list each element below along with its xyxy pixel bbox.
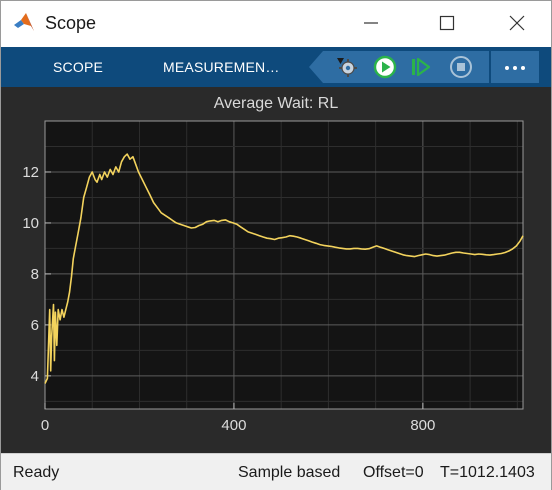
close-button[interactable] xyxy=(491,1,543,45)
maximize-icon xyxy=(439,15,455,31)
status-time: T=1012.1403 xyxy=(440,464,535,481)
stop-icon[interactable] xyxy=(449,55,473,79)
minimize-icon xyxy=(364,22,378,24)
toolstrip: SCOPE MEASUREMEN… xyxy=(1,47,551,87)
x-tick-label: 800 xyxy=(410,417,435,434)
more-options-icon xyxy=(505,66,509,70)
status-text: Ready xyxy=(13,464,60,481)
more-options-button[interactable] xyxy=(491,51,539,83)
x-tick-label: 0 xyxy=(41,417,49,434)
more-options-icon-dot-3 xyxy=(521,66,525,70)
status-sample-mode: Sample based xyxy=(238,464,341,481)
quick-access-toolbar xyxy=(309,51,489,83)
status-offset: Offset=0 xyxy=(363,464,424,481)
status-bar: Ready Sample based Offset=0 T=1012.1403 xyxy=(1,453,551,490)
y-tick-label: 4 xyxy=(31,368,39,385)
minimize-button[interactable] xyxy=(345,1,397,45)
matlab-logo-icon xyxy=(14,13,34,31)
tab-scope[interactable]: SCOPE xyxy=(53,59,104,75)
plot-title: Average Wait: RL xyxy=(213,95,339,112)
plot-frame xyxy=(44,120,524,410)
x-tick-label: 400 xyxy=(221,417,246,434)
plot-area xyxy=(45,121,523,409)
maximize-button[interactable] xyxy=(421,1,473,45)
title-bar[interactable]: Scope xyxy=(1,1,551,45)
y-tick-label: 12 xyxy=(22,164,39,181)
line-chart[interactable]: 0 400 800 4 6 8 10 12 xyxy=(1,87,551,453)
window-title: Scope xyxy=(45,13,97,33)
y-tick-label: 8 xyxy=(31,266,39,283)
y-tick-label: 10 xyxy=(22,215,39,232)
settings-gear-icon[interactable] xyxy=(335,55,359,79)
step-forward-icon[interactable] xyxy=(409,55,433,79)
series-line-0 xyxy=(44,153,524,384)
more-options-icon-dot-2 xyxy=(513,66,517,70)
y-tick-label: 6 xyxy=(31,317,39,334)
close-icon xyxy=(509,15,525,31)
tab-measurements[interactable]: MEASUREMEN… xyxy=(163,59,280,75)
plot-panel: Average Wait: RL 0 400 800 4 6 8 10 12 xyxy=(1,87,551,453)
quick-access-background xyxy=(309,51,489,83)
run-icon[interactable] xyxy=(373,55,397,79)
